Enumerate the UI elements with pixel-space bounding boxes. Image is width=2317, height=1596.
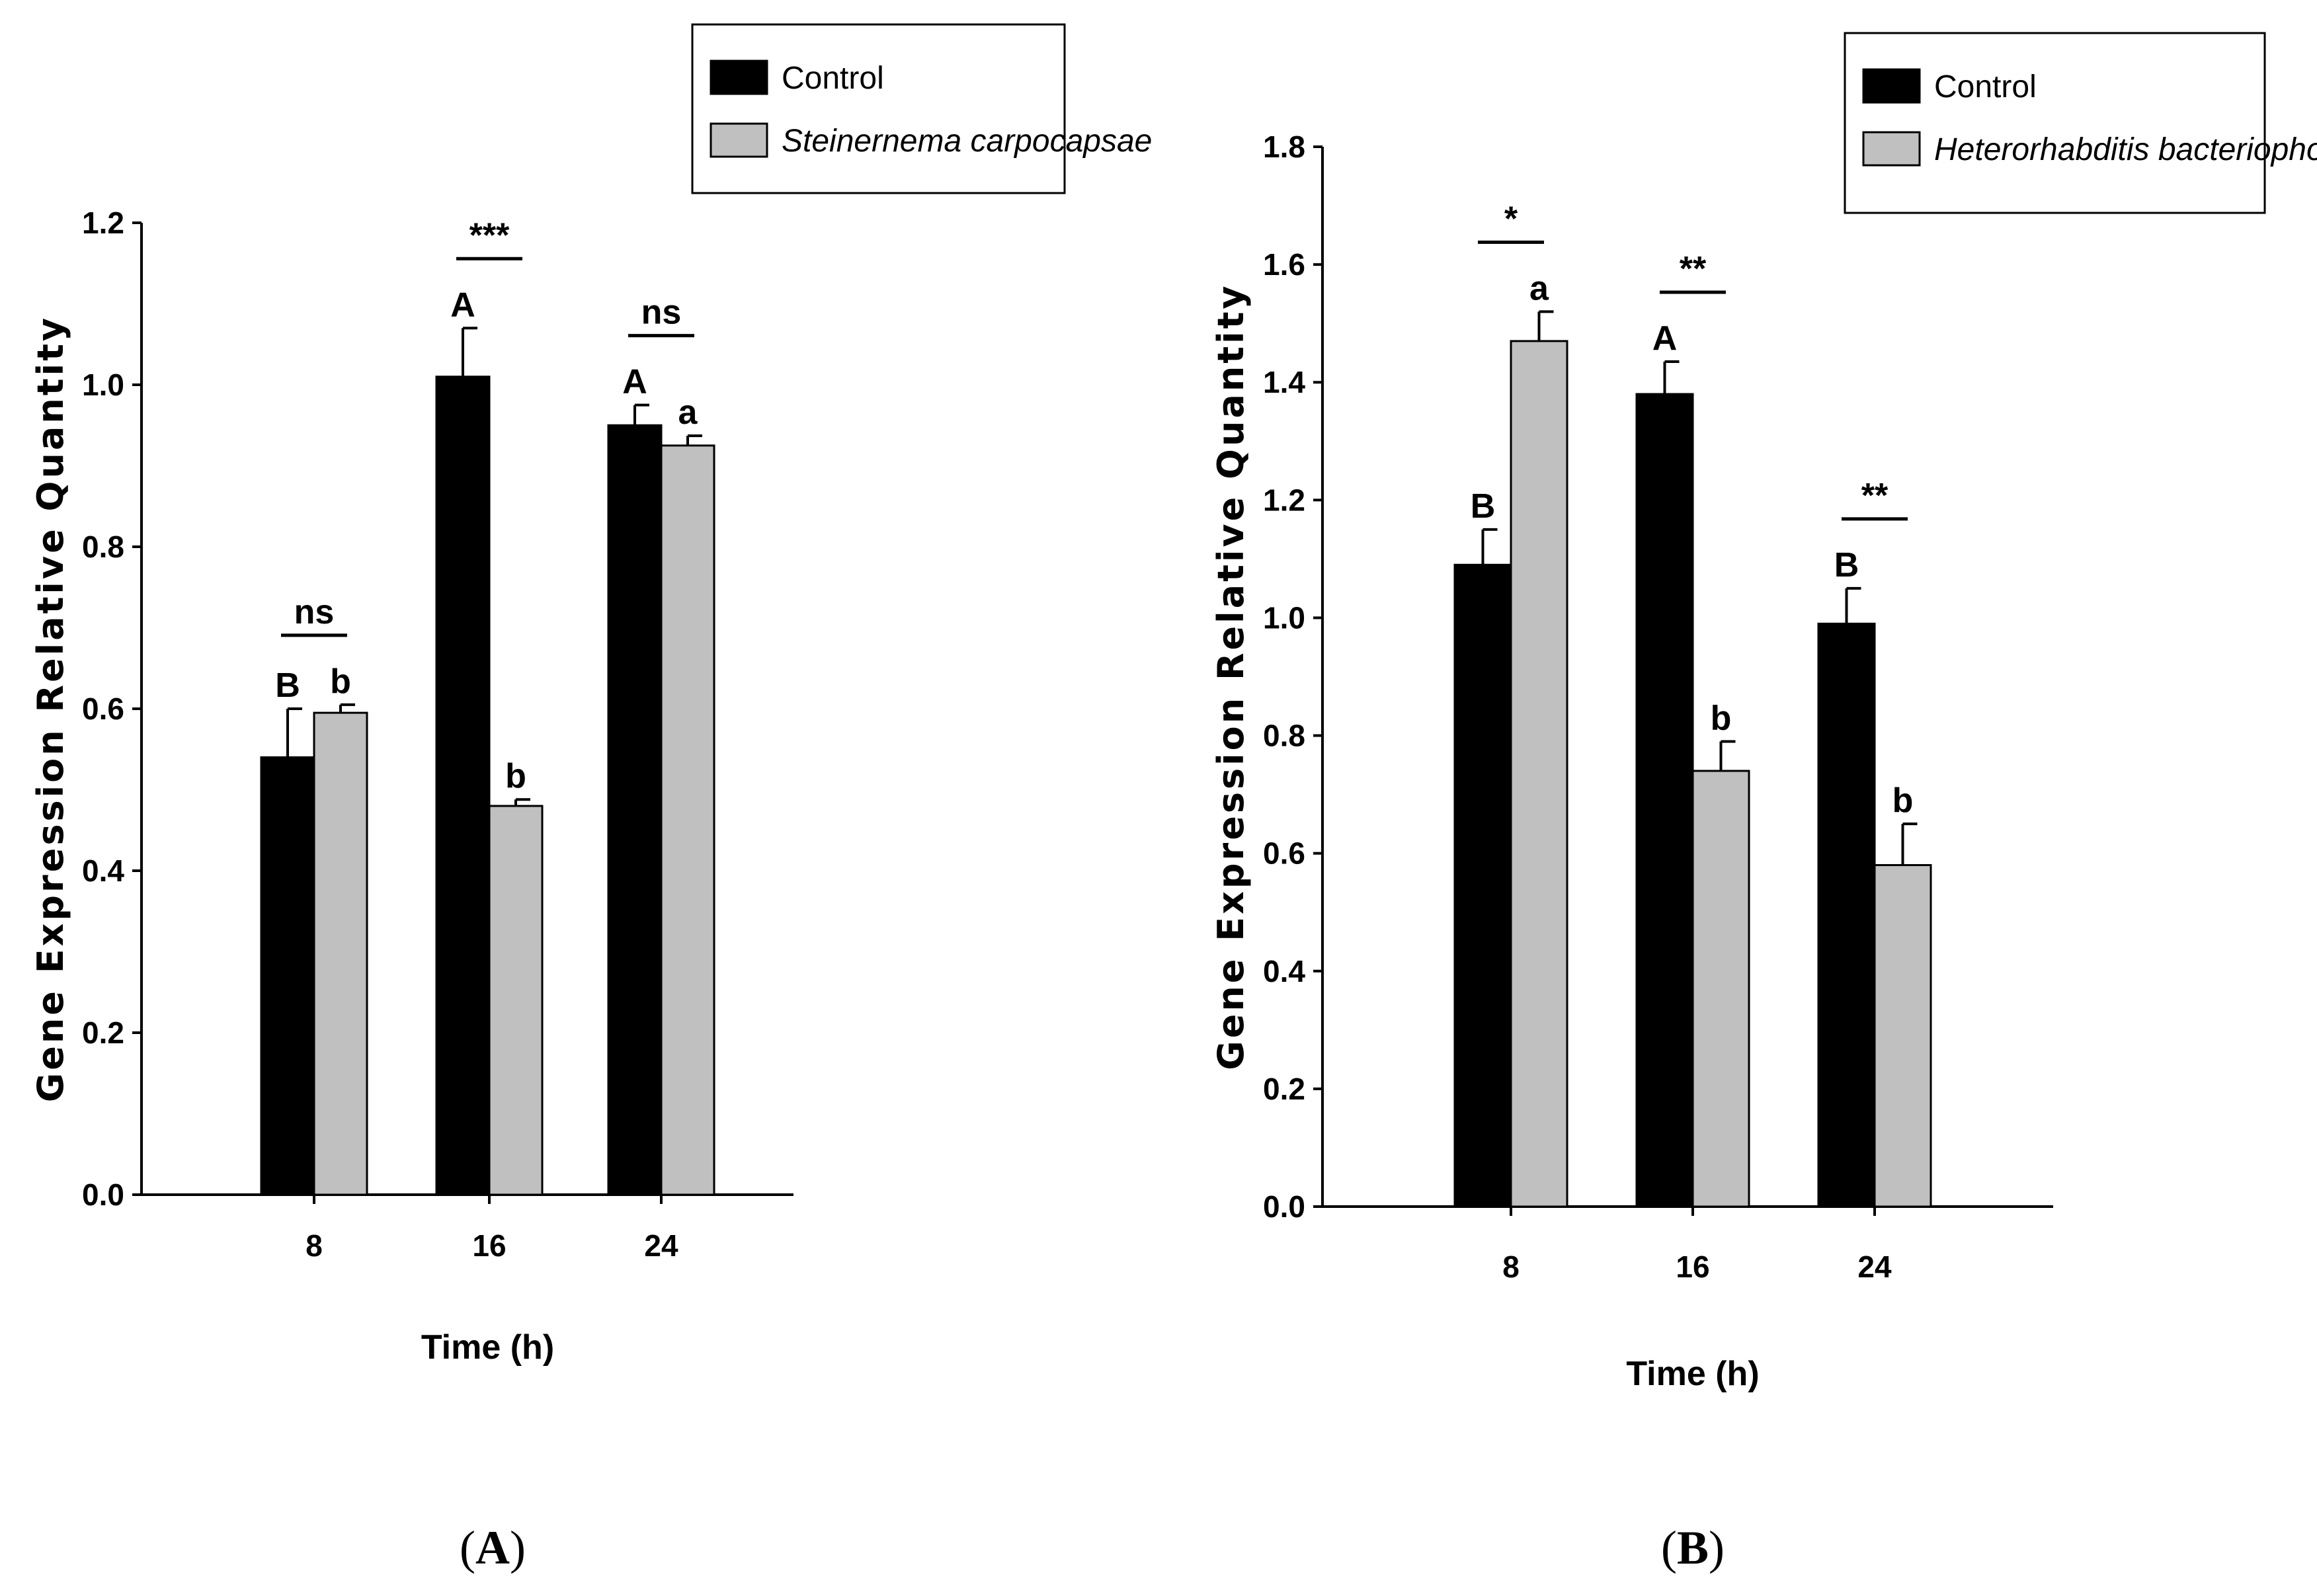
significance-marker: ns bbox=[641, 294, 682, 332]
legend-swatch-control bbox=[1862, 68, 1921, 104]
significance-letter: b bbox=[1892, 781, 1914, 820]
bar-treatment-8 bbox=[1510, 340, 1568, 1208]
significance-letter: A bbox=[450, 286, 475, 324]
significance-marker: ** bbox=[1680, 250, 1707, 288]
significance-marker: ns bbox=[294, 593, 335, 631]
x-tick-label: 24 bbox=[1857, 1250, 1892, 1284]
y-tick-label: 0.0 bbox=[82, 1177, 124, 1212]
y-tick-label: 1.4 bbox=[1263, 365, 1305, 399]
y-tick-label: 0.8 bbox=[1263, 719, 1305, 753]
legend-label: Control bbox=[782, 61, 884, 96]
significance-marker: ** bbox=[1861, 477, 1889, 515]
significance-marker: * bbox=[1504, 200, 1518, 238]
significance-letter: A bbox=[1652, 319, 1678, 358]
significance-letter: a bbox=[678, 393, 698, 432]
significance-letter: B bbox=[1471, 487, 1496, 526]
significance-letter: B bbox=[1834, 546, 1859, 584]
x-tick-label: 16 bbox=[1676, 1250, 1709, 1284]
bar-treatment-16 bbox=[488, 805, 544, 1196]
legend-box bbox=[1844, 32, 2266, 214]
x-axis-title: Time (h) bbox=[421, 1328, 554, 1367]
panel-label-letter: B bbox=[1677, 1521, 1709, 1574]
bar-treatment-16 bbox=[1691, 770, 1750, 1208]
legend-label: Heterorhabditis bacteriophora bbox=[1934, 132, 2317, 167]
significance-letter: b bbox=[330, 662, 351, 701]
bar-control-16 bbox=[435, 376, 491, 1196]
y-tick-label: 1.2 bbox=[1263, 483, 1305, 517]
x-axis-title: Time (h) bbox=[1626, 1355, 1759, 1393]
x-tick-label: 24 bbox=[644, 1228, 678, 1263]
legend-box bbox=[691, 23, 1066, 194]
bar-control-16 bbox=[1635, 393, 1694, 1208]
x-tick-label: 8 bbox=[1502, 1250, 1520, 1284]
chart-panel-a: 0.0 0.2 0.4 0.6 0.8 1.0 1.2 8 16 24 Time (h) Gene E… bbox=[30, 23, 1152, 1574]
y-tick-label: 0.4 bbox=[82, 854, 124, 888]
y-tick-label: 1.2 bbox=[82, 206, 124, 240]
chart-panel-b: 0.0 0.2 0.4 0.6 0.8 1.0 1.2 1.4 1.6 1.8 8 16 24 Time … bbox=[1210, 32, 2317, 1574]
y-tick-label: 0.6 bbox=[1263, 836, 1305, 871]
x-tick-label: 8 bbox=[305, 1228, 323, 1263]
y-tick-label: 1.8 bbox=[1263, 130, 1305, 164]
bar-treatment-24 bbox=[1873, 863, 1932, 1208]
y-tick-label: 1.6 bbox=[1263, 247, 1305, 282]
bar-treatment-24 bbox=[660, 444, 715, 1196]
panel-label: (A) bbox=[460, 1521, 526, 1574]
bar-control-8 bbox=[260, 756, 315, 1196]
legend-swatch-control bbox=[710, 60, 768, 95]
y-axis-title: Gene Expression Relative Quantity bbox=[30, 315, 71, 1102]
y-tick-label: 0.8 bbox=[82, 530, 124, 564]
y-tick-label: 0.2 bbox=[1263, 1072, 1305, 1106]
y-tick-label: 1.0 bbox=[82, 368, 124, 402]
y-tick-label: 0.0 bbox=[1263, 1189, 1305, 1224]
x-tick-label: 16 bbox=[472, 1228, 506, 1263]
significance-letter: B bbox=[275, 666, 300, 705]
bar-control-24 bbox=[607, 424, 663, 1196]
significance-letter: A bbox=[622, 363, 647, 401]
panel-label: (B) bbox=[1661, 1521, 1725, 1574]
y-axis-title: Gene Expression Relative Quantity bbox=[1210, 283, 1252, 1070]
significance-letter: a bbox=[1529, 269, 1549, 307]
y-tick-label: 0.4 bbox=[1263, 954, 1305, 988]
legend-swatch-treatment bbox=[1862, 131, 1921, 167]
panel-label-letter: A bbox=[475, 1521, 510, 1574]
y-tick-label: 0.6 bbox=[82, 692, 124, 726]
legend-label: Control bbox=[1934, 69, 2037, 104]
y-tick-label: 1.0 bbox=[1263, 600, 1305, 635]
legend-swatch-treatment bbox=[710, 122, 768, 158]
legend: Control Steinernema carpocapsae bbox=[691, 23, 1152, 194]
legend: Control Heterorhabditis bacteriophora bbox=[1844, 32, 2317, 214]
significance-letter: b bbox=[505, 757, 526, 795]
legend-label: Steinernema carpocapsae bbox=[782, 124, 1152, 159]
significance-marker: *** bbox=[469, 216, 510, 255]
y-tick-label: 0.2 bbox=[82, 1016, 124, 1050]
bar-control-24 bbox=[1817, 622, 1876, 1208]
significance-letter: b bbox=[1711, 699, 1732, 737]
bar-control-8 bbox=[1453, 563, 1512, 1208]
bar-treatment-8 bbox=[313, 711, 368, 1196]
